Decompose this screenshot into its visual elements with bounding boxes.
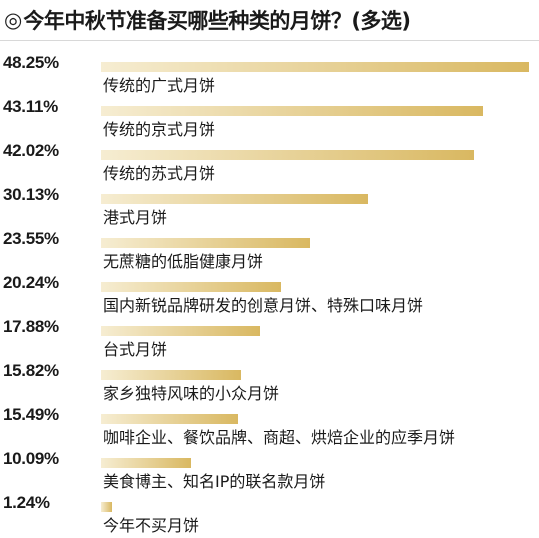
category-label: 咖啡企业、餐饮品牌、商超、烘焙企业的应季月饼 (103, 428, 456, 447)
value-label: 15.82% (3, 361, 59, 380)
bar (101, 238, 310, 248)
value-label: 1.24% (3, 493, 50, 512)
bar (101, 194, 369, 204)
bar-row: 10.09% 美食博主、知名IP的联名款月饼 (0, 437, 539, 491)
category-label: 国内新锐品牌研发的创意月饼、特殊口味月饼 (103, 296, 424, 315)
bar-row: 30.13% 港式月饼 (0, 173, 539, 227)
value-label: 30.13% (3, 185, 59, 204)
bar-row: 43.11% 传统的京式月饼 (0, 85, 539, 139)
value-label: 20.24% (3, 273, 59, 292)
value-label: 48.25% (3, 53, 59, 72)
bar (101, 414, 239, 424)
bar (101, 106, 484, 116)
bar-row: 42.02% 传统的苏式月饼 (0, 129, 539, 183)
bar-row: 15.49% 咖啡企业、餐饮品牌、商超、烘焙企业的应季月饼 (0, 393, 539, 447)
bar (101, 62, 529, 72)
value-label: 43.11% (3, 97, 58, 116)
category-label: 传统的苏式月饼 (103, 164, 216, 183)
bar (101, 282, 281, 292)
bar (101, 502, 112, 512)
value-label: 10.09% (3, 449, 59, 468)
category-label: 传统的京式月饼 (103, 120, 216, 139)
value-label: 17.88% (3, 317, 59, 336)
bar-row: 20.24% 国内新锐品牌研发的创意月饼、特殊口味月饼 (0, 261, 539, 315)
bar-row: 48.25% 传统的广式月饼 (0, 41, 539, 95)
bar-row: 15.82% 家乡独特风味的小众月饼 (0, 349, 539, 403)
category-label: 传统的广式月饼 (103, 76, 216, 95)
title-marker-icon: ◎ (4, 7, 23, 32)
value-label: 15.49% (3, 405, 59, 424)
bar (101, 150, 474, 160)
bar-row: 23.55% 无蔗糖的低脂健康月饼 (0, 217, 539, 271)
bar (101, 326, 260, 336)
category-label: 港式月饼 (103, 208, 168, 227)
value-label: 23.55% (3, 229, 59, 248)
category-label: 无蔗糖的低脂健康月饼 (103, 252, 264, 271)
bar (101, 370, 242, 380)
chart-title: 今年中秋节准备买哪些种类的月饼？(多选) (23, 9, 411, 33)
bar (101, 458, 191, 468)
title-divider (0, 40, 539, 41)
category-label: 今年不买月饼 (103, 516, 200, 535)
bar-plot-area: 48.25% 传统的广式月饼 43.11% 传统的京式月饼 42.02% 传统的苏式月饼 3… (0, 41, 539, 538)
category-label: 家乡独特风味的小众月饼 (103, 384, 280, 403)
category-label: 美食博主、知名IP的联名款月饼 (103, 472, 326, 491)
bar-row: 17.88% 台式月饼 (0, 305, 539, 359)
chart-title-bar: ◎ 今年中秋节准备买哪些种类的月饼？(多选) (0, 0, 539, 40)
value-label: 42.02% (3, 141, 59, 160)
bar-row: 1.24% 今年不买月饼 (0, 481, 539, 535)
category-label: 台式月饼 (103, 340, 168, 359)
